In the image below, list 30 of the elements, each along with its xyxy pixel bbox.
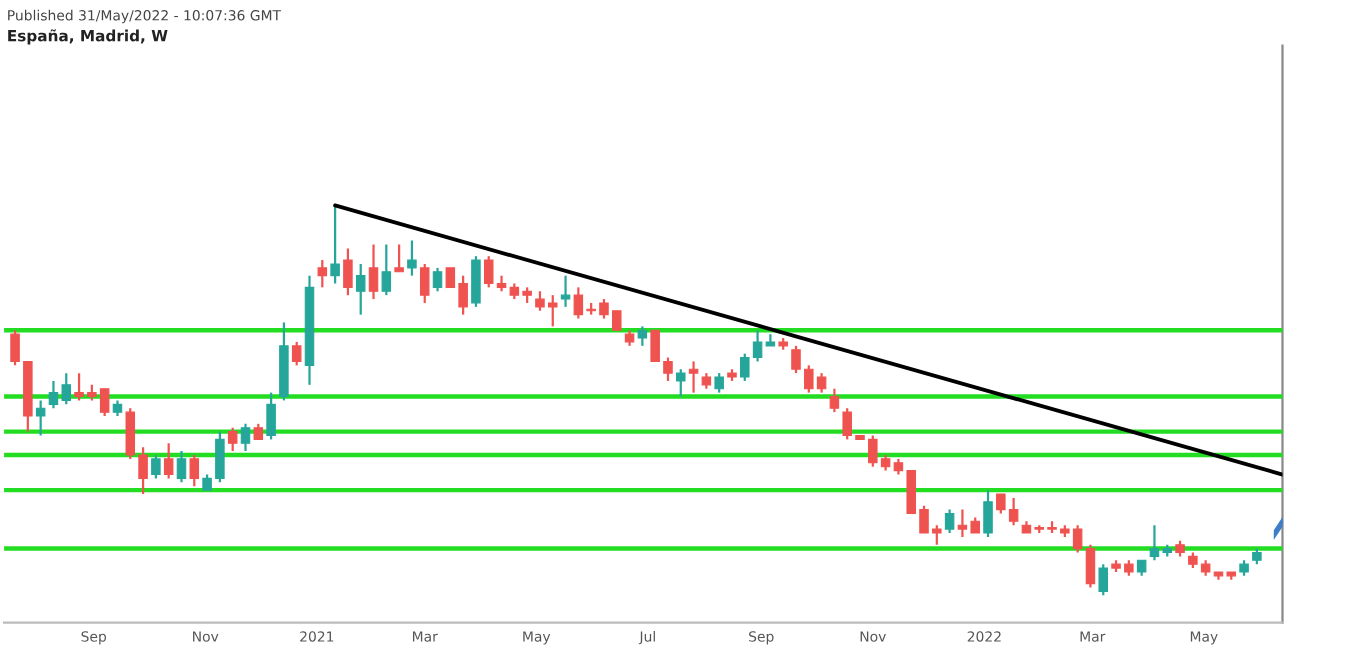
candlestick xyxy=(394,243,404,273)
candlestick xyxy=(317,258,328,289)
candlestick xyxy=(330,204,340,285)
candlestick xyxy=(1098,563,1109,597)
candlestick xyxy=(560,274,571,308)
candlestick xyxy=(714,372,724,394)
candlestick xyxy=(189,453,200,488)
candlestick xyxy=(343,247,353,297)
candlestick xyxy=(35,399,46,437)
candlestick xyxy=(432,266,443,293)
candlestick xyxy=(637,325,648,347)
candlestick xyxy=(1085,543,1096,589)
candlestick xyxy=(240,422,251,453)
candlestick xyxy=(266,391,276,441)
candlestick xyxy=(227,426,238,453)
candlestick xyxy=(355,262,366,316)
candlestick xyxy=(291,340,302,367)
candlestick xyxy=(381,243,392,297)
candlestick xyxy=(471,255,481,308)
candlestick xyxy=(688,360,699,394)
candlestick xyxy=(829,387,840,414)
candlestick xyxy=(944,508,955,535)
candlestick xyxy=(407,239,417,277)
candlestick xyxy=(176,450,187,484)
candlestick xyxy=(419,262,430,305)
candlestick xyxy=(163,442,174,480)
candlestick xyxy=(676,368,686,398)
candlestick xyxy=(368,243,379,301)
candlestick xyxy=(151,453,161,480)
candlestick xyxy=(983,488,993,538)
